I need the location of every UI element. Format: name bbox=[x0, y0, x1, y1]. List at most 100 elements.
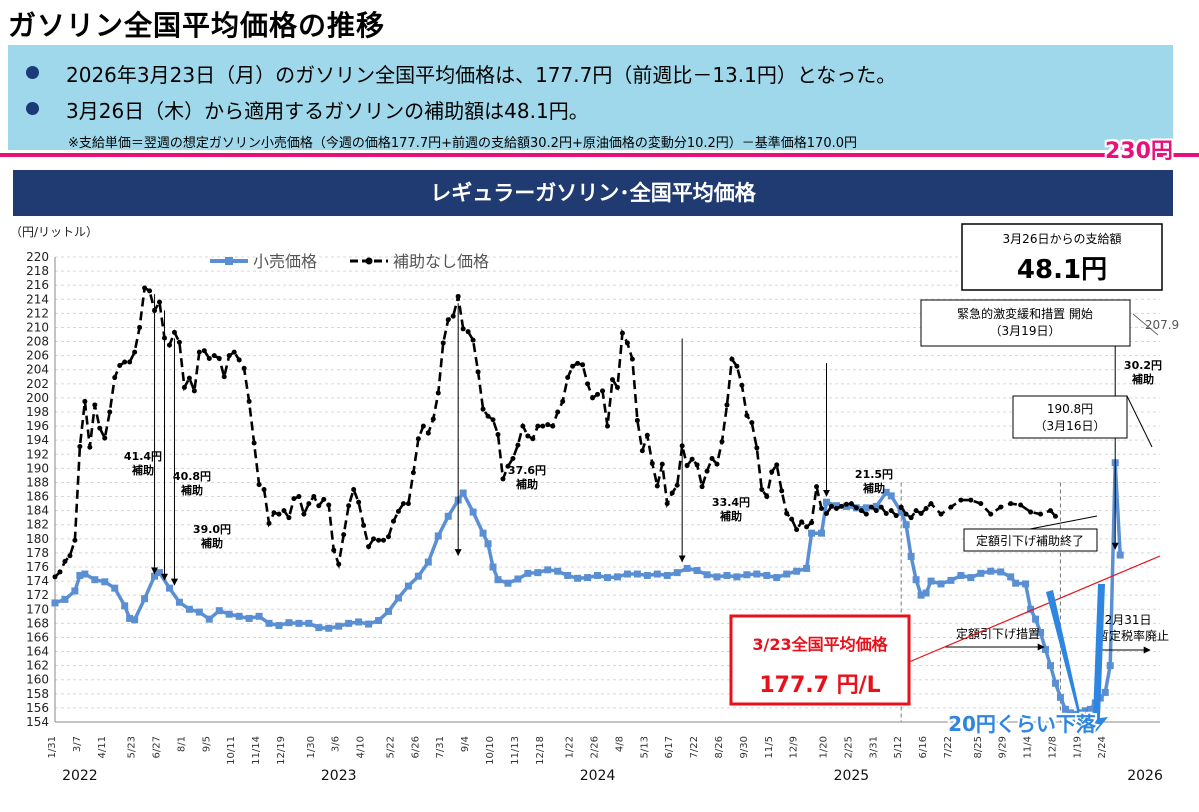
x-tick-label: 2/25 bbox=[843, 736, 854, 758]
retail-price-point bbox=[673, 569, 681, 577]
nosubsidy-price-point bbox=[400, 501, 406, 507]
nosubsidy-price-point bbox=[515, 442, 521, 448]
nosubsidy-price-point bbox=[709, 456, 715, 461]
nosubsidy-price-point bbox=[634, 417, 640, 423]
current-price-pointer bbox=[908, 555, 1161, 663]
y-tick-label: 184 bbox=[26, 504, 49, 518]
x-tick-label: 11/5 bbox=[764, 736, 775, 758]
x-tick-label: 3/7 bbox=[72, 736, 83, 752]
nosubsidy-price-point bbox=[107, 409, 113, 415]
retail-price-point bbox=[623, 570, 631, 578]
x-tick-label: 1/19 bbox=[1072, 736, 1083, 758]
retail-price-point bbox=[574, 574, 582, 582]
x-tick-label: 5/22 bbox=[385, 736, 396, 758]
retail-price-point bbox=[489, 563, 497, 571]
nosubsidy-price-point bbox=[824, 510, 830, 516]
nosubsidy-price-point bbox=[445, 317, 451, 323]
x-tick-label: 4/11 bbox=[97, 736, 108, 758]
nosubsidy-price-point bbox=[331, 547, 337, 553]
retail-price-point bbox=[947, 576, 955, 584]
retail-price-point bbox=[524, 569, 532, 577]
y-tick-label: 164 bbox=[26, 645, 49, 659]
y-tick-label: 202 bbox=[26, 377, 49, 391]
retail-price-point bbox=[927, 577, 935, 585]
nosubsidy-price-point bbox=[455, 293, 461, 299]
nosubsidy-price-point bbox=[341, 532, 347, 538]
nosubsidy-price-point bbox=[171, 329, 177, 335]
retail-price-point bbox=[544, 566, 552, 574]
retail-price-point bbox=[215, 607, 223, 615]
x-tick-label: 7/31 bbox=[435, 736, 446, 758]
subsidy-label-2022b-line: 補助 bbox=[180, 483, 203, 497]
x-tick-label: 4/10 bbox=[356, 736, 367, 758]
legend-nosubsidy-label: 補助なし価格 bbox=[393, 252, 489, 271]
nosubsidy-price-point bbox=[978, 501, 984, 507]
retail-price-point bbox=[355, 618, 363, 626]
retail-price-point bbox=[997, 568, 1005, 576]
current-price-title: 3/23全国平均価格 bbox=[752, 635, 888, 654]
emergency-measure-box: 緊急的激変緩和措置 開始 （3月19日） bbox=[920, 299, 1131, 347]
nosubsidy-price-point bbox=[1052, 513, 1058, 519]
nosubsidy-price-point bbox=[689, 456, 695, 462]
nosubsidy-price-point bbox=[147, 288, 153, 294]
retail-price-point bbox=[613, 573, 621, 581]
y-tick-label: 166 bbox=[26, 630, 49, 644]
nosubsidy-price-point bbox=[858, 508, 864, 514]
nosubsidy-price-point bbox=[614, 384, 620, 390]
callout-line-207 bbox=[1132, 313, 1159, 336]
nosubsidy-price-point bbox=[231, 349, 237, 355]
retail-price-point bbox=[165, 584, 173, 592]
nosubsidy-price-point bbox=[878, 504, 884, 510]
y-tick-label: 218 bbox=[26, 264, 49, 278]
retail-price-point bbox=[51, 599, 59, 607]
x-tick-label: 8/26 bbox=[714, 736, 725, 758]
nosubsidy-price-point bbox=[361, 522, 367, 528]
retail-price-point bbox=[1056, 693, 1064, 701]
nosubsidy-price-point bbox=[57, 569, 63, 575]
retail-price-point bbox=[424, 558, 432, 566]
nosubsidy-price-point bbox=[654, 483, 660, 489]
nosubsidy-price-point bbox=[928, 501, 934, 507]
retail-price-point bbox=[1022, 580, 1030, 588]
retail-price-point bbox=[882, 488, 890, 496]
retail-price-point bbox=[703, 571, 711, 579]
y-tick-label: 194 bbox=[26, 433, 49, 447]
nosubsidy-price-point bbox=[739, 382, 745, 388]
nosubsidy-price-point bbox=[779, 488, 785, 494]
page-title: ガソリン全国平均価格の推移 bbox=[8, 9, 386, 42]
retail-price-point bbox=[245, 614, 253, 622]
nosubsidy-price-point bbox=[774, 462, 780, 468]
retail-price-point bbox=[1076, 709, 1084, 717]
retail-price-point bbox=[653, 570, 661, 578]
nosubsidy-price-point bbox=[684, 463, 690, 469]
nosubsidy-price-point bbox=[440, 340, 446, 346]
x-tick-label: 5/13 bbox=[639, 736, 650, 758]
retail-price-point bbox=[434, 532, 442, 540]
nosubsidy-price-point bbox=[828, 503, 834, 509]
nosubsidy-price-point bbox=[132, 349, 138, 355]
nosubsidy-price-point bbox=[371, 536, 377, 542]
y-tick-label: 192 bbox=[26, 447, 49, 461]
retail-price-point bbox=[872, 502, 880, 510]
nosubsidy-price-point bbox=[351, 487, 357, 492]
subsidy-label-2022c-line: 39.0円 bbox=[193, 523, 231, 536]
nosubsidy-price-point bbox=[465, 329, 471, 335]
nosubsidy-price-point bbox=[988, 511, 994, 517]
drop-label: 20円くらい下落 bbox=[948, 712, 1097, 736]
x-tick-label: 11/13 bbox=[510, 736, 521, 765]
retail-price-point bbox=[584, 574, 592, 582]
y-tick-label: 190 bbox=[26, 461, 49, 475]
nosubsidy-end-label: 207.9 bbox=[1145, 318, 1179, 332]
x-tick-label: 3/6 bbox=[331, 736, 342, 752]
retail-price-point bbox=[185, 605, 193, 613]
x-tick-label: 9/29 bbox=[998, 736, 1009, 758]
retail-price-point bbox=[683, 564, 691, 572]
nosubsidy-price-point bbox=[316, 503, 322, 509]
nosubsidy-price-point bbox=[122, 359, 128, 365]
retail-price-point bbox=[1081, 707, 1089, 715]
retail-price-point bbox=[1106, 662, 1114, 670]
payment-box-title: 3月26日からの支給額 bbox=[1003, 232, 1122, 246]
nosubsidy-price-point bbox=[809, 520, 815, 526]
